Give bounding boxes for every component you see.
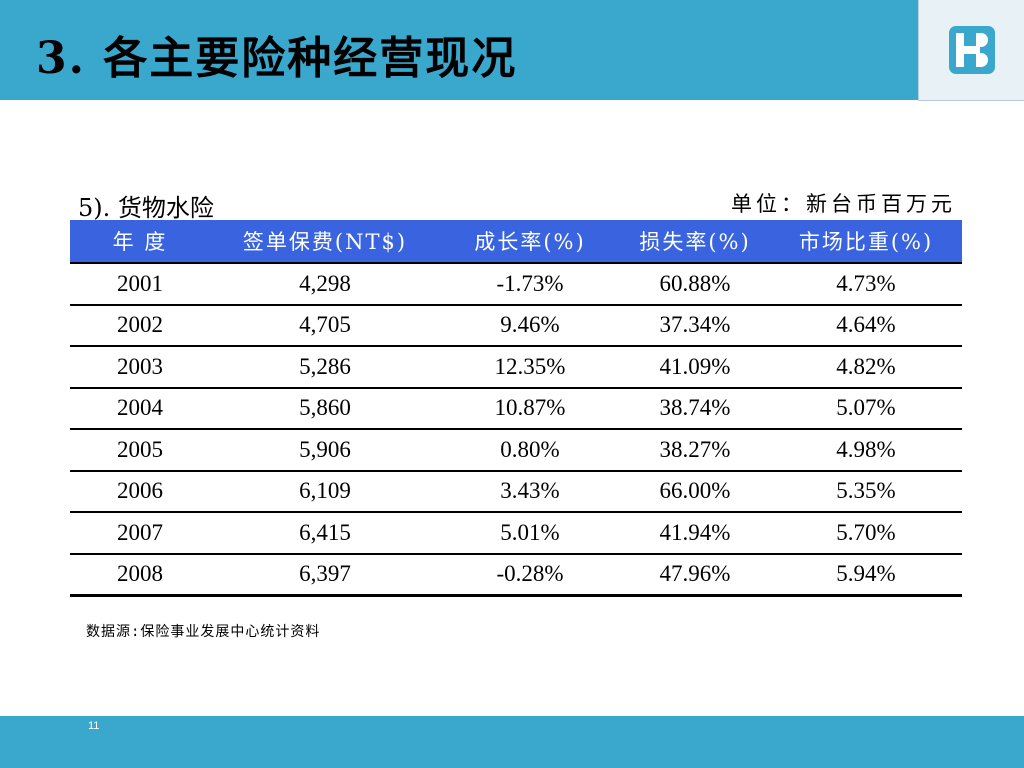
cell-loss-ratio: 41.94%	[620, 512, 770, 555]
table-row: 2006 6,109 3.43% 66.00% 5.35%	[70, 470, 962, 513]
cell-growth: 5.01%	[440, 512, 620, 555]
cell-loss-ratio: 38.74%	[620, 387, 770, 430]
cell-premium: 5,860	[210, 387, 440, 430]
table-row: 2007 6,415 5.01% 41.94% 5.70%	[70, 512, 962, 555]
cell-premium: 6,397	[210, 553, 440, 597]
logo-area	[918, 0, 1024, 101]
cell-year: 2004	[70, 387, 210, 430]
cell-market-share: 4.64%	[770, 304, 962, 347]
cell-market-share: 4.73%	[770, 263, 962, 306]
unit-caption: 单位：新台币百万元	[731, 192, 956, 216]
header-band: 3. 各主要险种经营现况	[0, 0, 918, 100]
table-row: 2003 5,286 12.35% 41.09% 4.82%	[70, 346, 962, 389]
cell-year: 2002	[70, 304, 210, 347]
cell-premium: 5,906	[210, 429, 440, 472]
marine-cargo-table: 年 度 签单保费(NT$) 成长率(%) 损失率(%) 市场比重(%) 2001…	[70, 220, 962, 597]
page-number: 11	[88, 720, 100, 732]
cell-year: 2006	[70, 470, 210, 513]
cell-year: 2001	[70, 263, 210, 306]
cell-market-share: 5.07%	[770, 387, 962, 430]
cell-year: 2008	[70, 553, 210, 597]
cell-market-share: 5.94%	[770, 553, 962, 597]
cell-growth: 12.35%	[440, 346, 620, 389]
cell-growth: 3.43%	[440, 470, 620, 513]
cell-year: 2003	[70, 346, 210, 389]
cell-loss-ratio: 47.96%	[620, 553, 770, 597]
table-header-row: 年 度 签单保费(NT$) 成长率(%) 损失率(%) 市场比重(%)	[70, 220, 962, 264]
cell-loss-ratio: 41.09%	[620, 346, 770, 389]
cell-loss-ratio: 66.00%	[620, 470, 770, 513]
column-header-growth: 成长率(%)	[440, 220, 620, 264]
section-caption: 5). 货物水险	[78, 194, 214, 222]
cell-premium: 4,298	[210, 263, 440, 306]
cell-growth: -0.28%	[440, 553, 620, 597]
footer-band: 11	[0, 716, 1024, 768]
page-title: 3. 各主要险种经营现况	[36, 33, 518, 84]
fubon-logo-icon	[949, 26, 995, 74]
cell-year: 2005	[70, 429, 210, 472]
cell-growth: 10.87%	[440, 387, 620, 430]
column-header-year: 年 度	[70, 220, 210, 264]
cell-loss-ratio: 38.27%	[620, 429, 770, 472]
cell-growth: 0.80%	[440, 429, 620, 472]
cell-market-share: 4.98%	[770, 429, 962, 472]
table-row: 2008 6,397 -0.28% 47.96% 5.94%	[70, 553, 962, 597]
cell-growth: 9.46%	[440, 304, 620, 347]
column-header-market-share: 市场比重(%)	[770, 220, 962, 264]
table-row: 2004 5,860 10.87% 38.74% 5.07%	[70, 387, 962, 430]
cell-premium: 4,705	[210, 304, 440, 347]
column-header-premium: 签单保费(NT$)	[210, 220, 440, 264]
cell-market-share: 4.82%	[770, 346, 962, 389]
cell-market-share: 5.35%	[770, 470, 962, 513]
cell-year: 2007	[70, 512, 210, 555]
table-row: 2002 4,705 9.46% 37.34% 4.64%	[70, 304, 962, 347]
cell-premium: 6,415	[210, 512, 440, 555]
column-header-loss-ratio: 损失率(%)	[620, 220, 770, 264]
cell-growth: -1.73%	[440, 263, 620, 306]
table-row: 2005 5,906 0.80% 38.27% 4.98%	[70, 429, 962, 472]
table-row: 2001 4,298 -1.73% 60.88% 4.73%	[70, 263, 962, 306]
source-note: 数据源:保险事业发展中心统计资料	[86, 624, 321, 640]
cell-loss-ratio: 60.88%	[620, 263, 770, 306]
cell-premium: 6,109	[210, 470, 440, 513]
cell-market-share: 5.70%	[770, 512, 962, 555]
cell-loss-ratio: 37.34%	[620, 304, 770, 347]
cell-premium: 5,286	[210, 346, 440, 389]
